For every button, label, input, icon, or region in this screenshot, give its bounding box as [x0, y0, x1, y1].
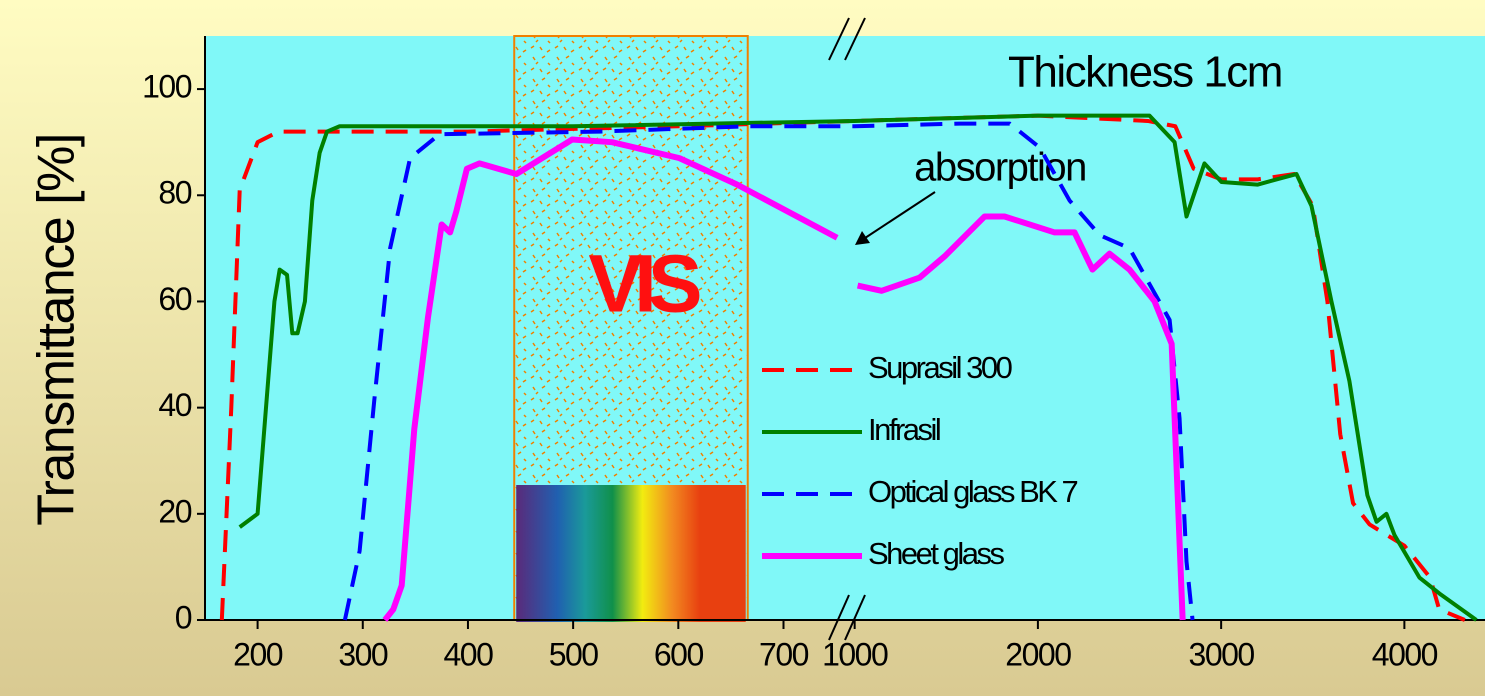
x-tick-label: 700: [759, 636, 809, 672]
y-tick-label: 20: [158, 493, 191, 529]
x-tick-label: 500: [549, 636, 599, 672]
x-tick-label: 4000: [1372, 636, 1438, 672]
vis-label: VIS: [588, 239, 699, 330]
x-tick-label: 300: [338, 636, 388, 672]
spectrum: [516, 485, 746, 622]
legend-label: Optical glass BK 7: [868, 474, 1078, 509]
x-tick-label: 3000: [1189, 636, 1255, 672]
y-axis-title: Transmittance [%]: [28, 134, 86, 526]
legend-label: Suprasil 300: [868, 350, 1013, 385]
y-tick-label: 60: [158, 281, 191, 317]
absorption-label: absorption: [914, 146, 1086, 190]
x-tick-label: 200: [233, 636, 283, 672]
y-tick-label: 100: [142, 69, 192, 105]
x-tick-label: 400: [444, 636, 494, 672]
x-tick-label: 1000: [822, 636, 888, 672]
chart: Transmittance [%] Thickness 1cm absorpti…: [0, 0, 1485, 696]
y-tick-label: 80: [158, 175, 191, 211]
legend-label: Infrasil: [868, 412, 940, 447]
x-tick-label: 2000: [1005, 636, 1071, 672]
y-tick-label: 0: [175, 599, 192, 635]
legend-label: Sheet glass: [868, 536, 1004, 571]
plot-area: [205, 36, 1485, 620]
x-tick-label: 600: [654, 636, 704, 672]
y-tick-label: 40: [158, 387, 191, 423]
thickness-note: Thickness 1cm: [1008, 48, 1282, 97]
